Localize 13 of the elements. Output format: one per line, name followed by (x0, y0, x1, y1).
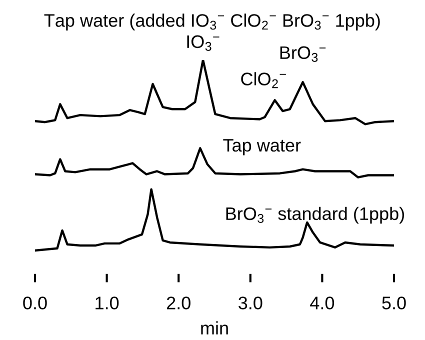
annotation: IO$_{3}$$^{−}$ (187, 35, 220, 51)
x-tick-label: 0.0 (23, 296, 47, 310)
text: Tap water (added IO$_{3}$$^{−}$ ClO$_{2}$$^{−}$ BrO$_{3}$$^{−}$ 1ppb) (44, 14, 380, 30)
x-tick-label: 4.0 (310, 296, 334, 310)
series-label: BrO$_{3}$$^{−}$ standard (1ppb) (226, 206, 404, 224)
x-tick-label: 2.0 (166, 296, 190, 310)
series-label: Tap water (223, 139, 301, 156)
annotation: BrO$_{3}$$^{−}$ (280, 46, 326, 62)
x-axis-title: min (201, 321, 228, 334)
x-tick-label: 3.0 (238, 296, 262, 310)
annotation: ClO$_{2}$$^{−}$ (241, 72, 286, 88)
x-tick-label: 5.0 (382, 296, 406, 310)
x-tick-label: 1.0 (96, 296, 119, 310)
